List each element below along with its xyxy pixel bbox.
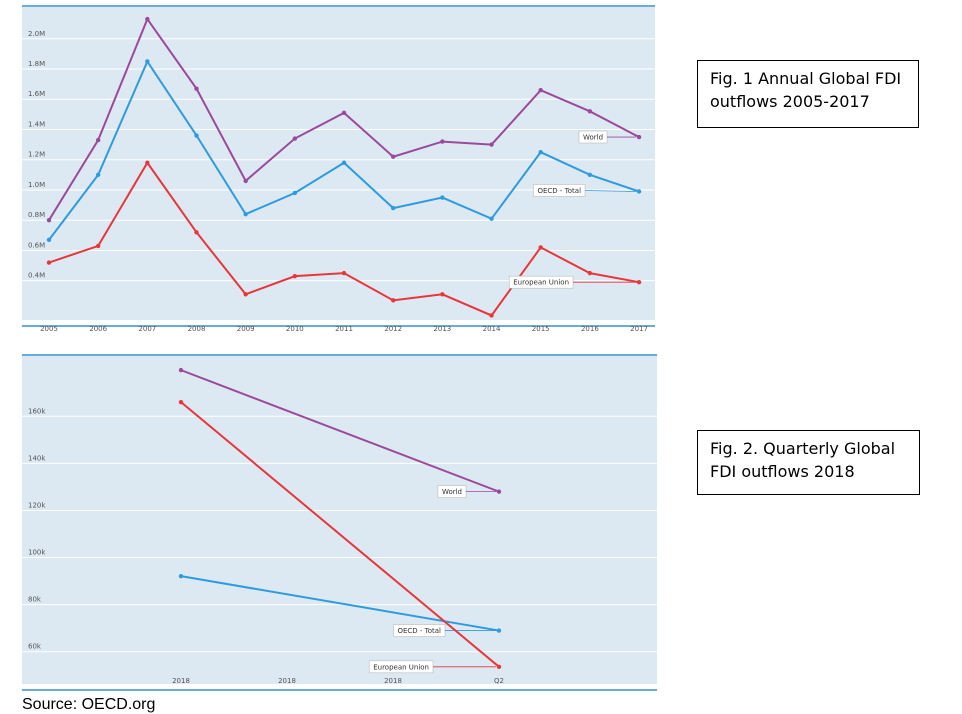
x-tick-label: 2018 (278, 677, 296, 685)
y-tick-label: 140k (28, 454, 46, 462)
point (145, 16, 150, 22)
point (636, 189, 642, 194)
point (46, 260, 52, 265)
plot-background (22, 356, 657, 684)
point (194, 86, 199, 91)
point (178, 367, 184, 373)
point (292, 136, 298, 141)
point (587, 109, 593, 114)
point (178, 573, 184, 579)
point (496, 628, 502, 633)
legend-label: World (442, 488, 462, 496)
y-tick-label: 100k (28, 549, 46, 557)
source: Source: OECD.org (22, 696, 156, 713)
point (292, 273, 298, 279)
x-tick-label: 2011 (335, 325, 353, 333)
point (243, 178, 248, 184)
series-line (180, 401, 500, 668)
point (243, 292, 248, 297)
point (489, 142, 494, 147)
point (194, 230, 199, 235)
x-tick-label: 2010 (286, 325, 304, 333)
caption: Fig. 1 Annual Global FDI outflows 2005-2… (697, 60, 919, 128)
series-label: OECD - Total (533, 184, 637, 197)
legend-label: OECD - Total (537, 187, 581, 195)
legend-label: OECD - Total (397, 627, 441, 635)
caption: Fig. 2. Quarterly Global FDI outflows 20… (697, 430, 920, 495)
y-tick-label: 160k (28, 407, 46, 415)
y-tick-label: 80k (28, 596, 42, 604)
legend-label: European Union (373, 663, 429, 671)
point (636, 134, 642, 140)
y-tick-label: 0.4M (28, 272, 45, 280)
x-tick-label: 2016 (581, 325, 599, 333)
point (489, 313, 494, 318)
point (587, 270, 593, 276)
point (145, 160, 150, 165)
point (496, 664, 502, 670)
series-label: European Union (368, 660, 496, 674)
point (538, 245, 543, 250)
point (440, 292, 445, 297)
x-tick-label: Q2 (494, 677, 504, 685)
point (178, 399, 184, 405)
x-tick-label: 2012 (384, 325, 402, 333)
point (587, 172, 593, 178)
point (194, 133, 199, 138)
point (341, 110, 347, 116)
x-tick-label: 2018 (172, 677, 190, 685)
y-tick-label: 1.6M (28, 90, 45, 98)
point (390, 205, 396, 211)
y-tick-label: 120k (28, 501, 46, 509)
x-tick-label: 2008 (188, 325, 206, 333)
point (292, 190, 298, 196)
x-tick-label: 2013 (433, 325, 451, 333)
point (440, 195, 445, 200)
y-tick-label: 0.8M (28, 211, 45, 219)
point (46, 218, 52, 223)
point (390, 298, 396, 303)
series-label: OECD - Total (393, 624, 496, 637)
x-tick-label: 2018 (384, 677, 402, 685)
series-label: World (437, 485, 496, 498)
y-tick-label: 1.0M (28, 181, 45, 189)
plot-background (22, 7, 655, 320)
y-tick-label: 2.0M (28, 30, 45, 38)
legend-label: World (583, 134, 603, 142)
point (243, 211, 248, 217)
point (341, 270, 347, 276)
point (538, 149, 543, 155)
point (390, 154, 396, 159)
x-tick-label: 2007 (138, 325, 156, 333)
x-tick-label: 2006 (89, 325, 107, 333)
x-tick-label: 2015 (532, 325, 550, 333)
x-tick-label: 2009 (237, 325, 255, 333)
y-tick-label: 1.4M (28, 120, 45, 128)
y-tick-label: 60k (28, 643, 42, 651)
x-tick-label: 2017 (630, 325, 648, 333)
point (489, 216, 494, 221)
series-label: European Union (508, 275, 637, 289)
x-tick-label: 2005 (40, 325, 58, 333)
point (145, 59, 150, 64)
point (341, 160, 347, 165)
x-tick-label: 2014 (483, 325, 501, 333)
series-line (180, 369, 500, 493)
point (95, 172, 101, 178)
point (440, 139, 445, 144)
label-connector (585, 190, 637, 192)
y-tick-label: 1.2M (28, 151, 45, 159)
series-label: World (578, 130, 637, 144)
legend-label: European Union (513, 279, 569, 287)
point (636, 279, 642, 285)
point (95, 137, 101, 143)
point (46, 237, 52, 243)
point (496, 489, 502, 494)
point (538, 87, 543, 93)
point (95, 243, 101, 249)
y-tick-label: 0.6M (28, 241, 45, 249)
y-tick-label: 1.8M (28, 60, 45, 68)
